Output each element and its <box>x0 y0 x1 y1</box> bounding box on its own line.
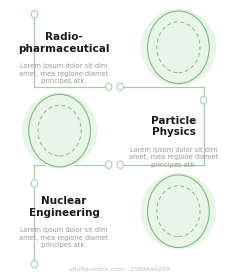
Ellipse shape <box>141 9 216 85</box>
Text: shutterstock.com · 2589844229: shutterstock.com · 2589844229 <box>69 267 169 272</box>
Circle shape <box>105 161 112 169</box>
Text: Radio-
pharmaceutical: Radio- pharmaceutical <box>18 32 110 54</box>
Text: Lorem ipsum dolor sit dim
amet, mea regione diamet
principes atk.: Lorem ipsum dolor sit dim amet, mea regi… <box>20 227 109 248</box>
Circle shape <box>31 260 38 268</box>
Ellipse shape <box>22 92 97 169</box>
Circle shape <box>117 161 123 169</box>
Text: Lorem ipsum dolor sit dim
amet, mea regione diamet
principes atk.: Lorem ipsum dolor sit dim amet, mea regi… <box>20 63 109 84</box>
Text: Lorem ipsum dolor sit dim
amet, mea regione diamet
principes atk.: Lorem ipsum dolor sit dim amet, mea regi… <box>129 147 218 168</box>
Circle shape <box>117 83 123 90</box>
Text: Nuclear
Engineering: Nuclear Engineering <box>29 197 99 218</box>
Circle shape <box>105 83 112 90</box>
Text: Particle
Physics: Particle Physics <box>151 116 196 137</box>
Circle shape <box>31 180 38 187</box>
Circle shape <box>31 10 38 18</box>
Circle shape <box>200 96 207 104</box>
Ellipse shape <box>141 173 216 249</box>
